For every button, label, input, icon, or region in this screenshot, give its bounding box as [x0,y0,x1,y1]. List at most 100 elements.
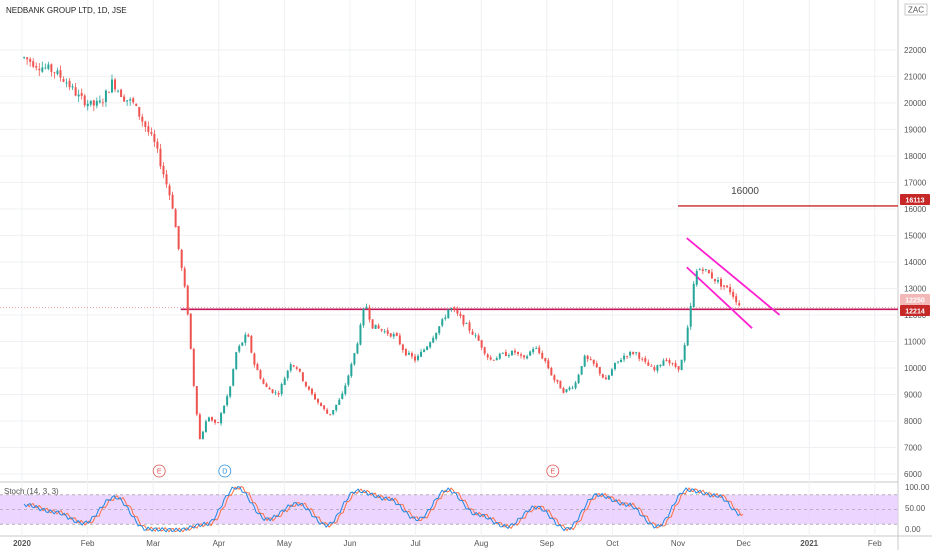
candle-down [74,87,77,96]
candle-down [271,389,274,393]
candle-down [723,285,726,287]
candle-down [144,121,147,127]
candle-down [477,335,480,341]
candle-up [623,355,626,360]
candle-down [183,268,186,287]
candle-down [601,374,604,378]
candle-down [456,309,459,314]
candle-up [220,413,223,424]
candle-down [189,313,192,349]
candle-up [244,334,247,343]
x-tick-label: Aug [474,539,488,548]
candle-down [595,363,598,368]
symbol-title: NEDBANK GROUP LTD, 1D, JSE [6,6,127,15]
y-tick-label: 19000 [904,125,927,134]
x-tick-label: Nov [671,539,685,548]
candle-up [44,67,47,69]
x-tick-label: Jul [410,539,420,548]
candle-up [241,342,244,346]
candle-up [529,351,532,356]
candle-down [265,383,268,387]
candle-up [441,319,444,326]
candle-up [392,334,395,337]
stoch-band [0,494,898,525]
x-tick-label: 2021 [800,539,818,548]
candle-up [465,323,468,325]
candle-down [256,364,259,371]
candle-down [323,405,326,410]
target-price-badge-text: 16113 [905,198,924,205]
candle-up [568,387,571,390]
candle-down [489,357,492,360]
y-tick-label: 10000 [904,364,927,373]
candle-up [77,94,80,97]
candle-up [532,348,535,353]
candle-up [383,331,386,333]
candle-down [268,387,271,390]
candle-down [710,272,713,279]
candle-down [307,386,310,390]
candle-down [377,325,380,329]
candle-up [356,343,359,354]
candle-up [23,57,26,58]
candle-down [726,285,729,288]
candle-up [620,359,623,363]
candle-up [498,353,501,359]
candle-down [389,333,392,337]
candle-up [438,326,441,334]
y-tick-label: 14000 [904,258,927,267]
candle-down [107,91,110,93]
candle-down [598,367,601,374]
y-tick-label: 8000 [904,417,922,426]
candle-up [501,352,504,354]
y-tick-label: 18000 [904,152,927,161]
candle-down [550,367,553,376]
candle-up [574,382,577,389]
candle-down [123,96,126,102]
candle-down [665,359,668,361]
event-marker-label: E [157,469,162,476]
candle-up [235,352,238,370]
candle-down [32,61,35,67]
x-tick-label: 2020 [13,539,31,548]
candle-up [335,404,338,411]
candle-down [386,330,389,334]
candle-down [292,365,295,367]
candle-up [613,362,616,370]
candle-down [38,68,41,71]
candle-down [453,307,456,310]
candle-down [553,375,556,381]
candle-up [229,386,232,397]
candle-up [280,384,283,394]
candle-up [56,70,59,75]
candle-up [223,405,226,414]
candle-down [547,360,550,369]
candle-up [126,100,129,102]
candle-up [226,396,229,406]
candle-down [517,351,520,354]
last-price-badge-text: 12250 [905,298,925,305]
candle-down [556,379,559,382]
candle-down [735,296,738,303]
support-price-badge-text: 12214 [905,309,925,316]
candles [23,56,741,440]
candle-down [301,372,304,382]
candle-down [632,352,635,354]
candle-down [459,313,462,317]
candle-down [214,419,217,423]
candle-down [701,269,704,271]
x-tick-label: Sep [540,539,555,548]
candle-up [110,79,113,93]
candle-down [504,351,507,356]
candle-down [165,174,168,185]
candle-down [486,354,489,358]
event-marker-circle [546,464,560,478]
candle-down [395,333,398,336]
candle-down [668,360,671,364]
candle-down [380,329,383,331]
y-tick-label: 7000 [904,444,922,453]
candle-up [683,345,686,361]
candle-down [592,359,595,364]
